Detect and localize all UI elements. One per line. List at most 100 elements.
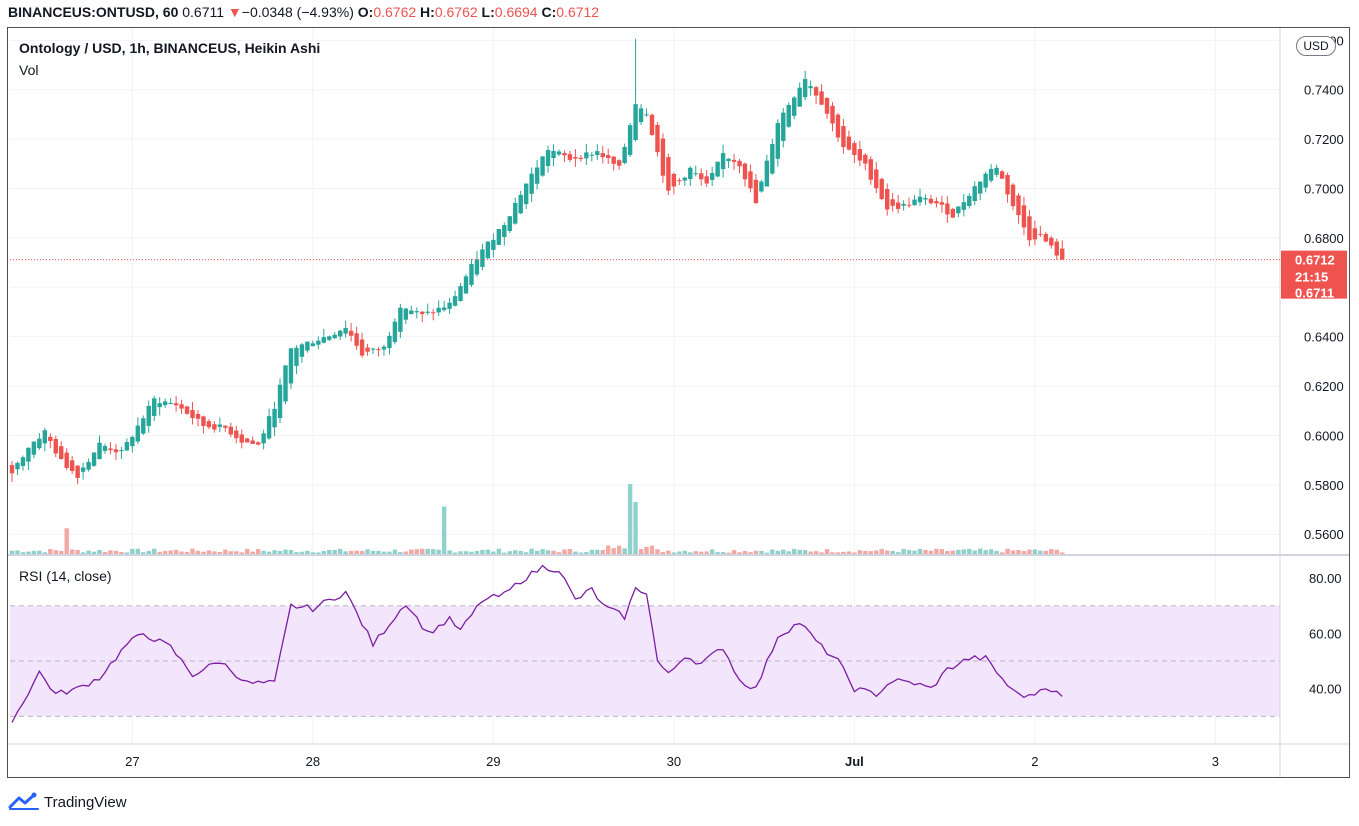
- candle-body: [1005, 175, 1010, 195]
- volume-bar: [600, 549, 605, 554]
- candle-body: [91, 452, 97, 466]
- time-tick-label: Jul: [845, 754, 864, 769]
- chart-canvas[interactable]: 0.5600 0.5800 0.6000 0.6200 0.6400 0.6800 0.70…: [8, 28, 1349, 777]
- candle-body: [994, 167, 999, 175]
- volume-bars: [9, 484, 1065, 554]
- candle-body: [430, 312, 436, 314]
- volume-bar: [573, 551, 578, 554]
- candle-body: [436, 307, 441, 313]
- candle-body: [458, 286, 463, 301]
- brand-footer[interactable]: TradingView: [8, 790, 127, 814]
- candle-body: [310, 343, 316, 347]
- candle-body: [447, 302, 452, 309]
- volume-bar: [223, 549, 228, 554]
- volume-bar: [190, 548, 195, 554]
- price-tag: 0.6712 21:150.6711: [1281, 250, 1347, 301]
- time-tick-label: 2: [1031, 754, 1038, 769]
- price-tick-label: 0.6200: [1304, 379, 1344, 394]
- volume-bar: [950, 550, 956, 554]
- candle-body: [677, 180, 682, 182]
- candle-body: [523, 183, 529, 205]
- candle-body: [759, 181, 764, 192]
- candle-body: [245, 438, 250, 443]
- candle-body: [649, 114, 655, 135]
- volume-bar: [69, 549, 75, 554]
- candle-body: [9, 465, 15, 474]
- volume-bar: [272, 550, 277, 554]
- candle-body: [802, 79, 808, 98]
- volume-bar: [972, 550, 977, 554]
- volume-bar: [42, 552, 48, 554]
- volume-bar: [704, 551, 709, 554]
- candle-body: [80, 467, 86, 472]
- candle-body: [288, 348, 294, 384]
- volume-bar: [370, 550, 376, 554]
- volume-bar: [1010, 550, 1016, 554]
- candle-body: [633, 104, 638, 141]
- volume-bar: [102, 552, 108, 554]
- volume-bar: [808, 551, 813, 554]
- volume-bar: [879, 548, 884, 554]
- volume-bar: [348, 550, 354, 554]
- candle-body: [693, 173, 698, 175]
- candle-body: [250, 440, 255, 444]
- volume-bar: [731, 550, 737, 554]
- candle-body: [228, 426, 233, 435]
- candle-body: [655, 124, 660, 153]
- candle-body: [234, 430, 239, 439]
- candle-body: [956, 206, 961, 214]
- volume-bar: [540, 549, 545, 554]
- candle-body: [600, 153, 605, 158]
- candle-body: [551, 150, 556, 159]
- volume-bar: [130, 548, 135, 554]
- volume-bar: [354, 550, 359, 554]
- volume-bar: [1054, 549, 1059, 554]
- candle-body: [485, 241, 491, 259]
- candle-body: [595, 151, 600, 156]
- chart-area[interactable]: 0.5600 0.5800 0.6000 0.6200 0.6400 0.6800 0.70…: [7, 27, 1350, 778]
- candle-body: [781, 112, 786, 141]
- volume-bar: [146, 550, 151, 554]
- candle-body: [857, 149, 863, 161]
- candle-body: [102, 446, 108, 451]
- candle-body: [835, 114, 841, 138]
- candle-body: [775, 123, 780, 159]
- candle-body: [764, 160, 770, 187]
- price-tick-label: 0.5800: [1304, 478, 1344, 493]
- candle-body: [299, 344, 305, 357]
- price-axis: 0.5600 0.5800 0.6000 0.6200 0.6400 0.6800 0.70…: [1304, 33, 1344, 696]
- candle-body: [255, 442, 261, 445]
- volume-bar: [567, 549, 573, 554]
- volume-bar: [48, 549, 53, 554]
- candle-body: [168, 403, 173, 405]
- candle-body: [480, 249, 485, 267]
- volume-bar: [890, 550, 895, 554]
- volume-bar: [753, 550, 759, 554]
- candle-body: [316, 340, 321, 345]
- volume-bar: [162, 550, 168, 554]
- volume-bar: [852, 552, 857, 554]
- candle-body: [266, 416, 272, 439]
- volume-bar: [819, 552, 824, 554]
- candle-body: [179, 404, 184, 409]
- candle-body: [474, 259, 480, 275]
- high-value: 0.6762: [434, 4, 478, 20]
- candle-body: [917, 196, 923, 203]
- candle-body: [15, 462, 20, 470]
- candle-body: [26, 447, 31, 462]
- volume-bar: [835, 552, 841, 554]
- candle-body: [507, 216, 512, 232]
- volume-bar: [660, 552, 666, 554]
- volume-bar: [250, 551, 255, 554]
- volume-bar: [912, 550, 917, 554]
- candle-body: [37, 438, 42, 449]
- volume-bar: [491, 551, 496, 554]
- candle-body: [846, 136, 852, 150]
- candle-body: [452, 296, 458, 306]
- volume-bar: [841, 551, 846, 554]
- volume-bar: [906, 549, 912, 554]
- currency-button[interactable]: USD: [1296, 36, 1336, 56]
- volume-bar: [157, 551, 162, 554]
- volume-bar: [534, 550, 540, 554]
- candle-body: [578, 157, 584, 159]
